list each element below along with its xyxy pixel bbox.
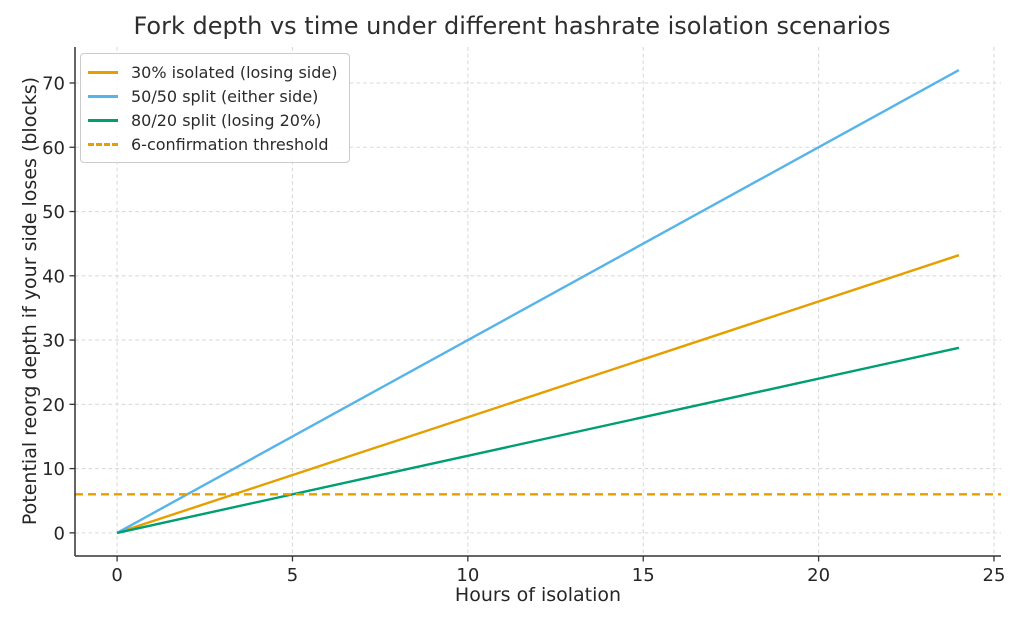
y-axis-label: Potential reorg depth if your side loses… — [19, 76, 41, 526]
y-tick-label: 50 — [42, 202, 65, 223]
x-tick-label: 20 — [807, 565, 830, 586]
y-tick-label: 20 — [42, 395, 65, 416]
legend-item-80-20-split-losing-20: 80/20 split (losing 20%) — [88, 108, 338, 132]
chart-title: Fork depth vs time under different hashr… — [133, 12, 891, 40]
series-line-30-isolated-losing-side — [116, 254, 960, 535]
x-tick-label: 15 — [632, 565, 655, 586]
series-line-80-20-split-losing-20 — [116, 346, 960, 535]
legend-item-6-confirmation-threshold: 6-confirmation threshold — [88, 132, 338, 156]
y-tick-label: 60 — [42, 138, 65, 159]
y-tick-label: 40 — [42, 266, 65, 287]
series-line-50-50-split-either-side — [116, 69, 960, 534]
legend-swatch — [88, 70, 118, 74]
legend-item-label: 6-confirmation threshold — [131, 134, 329, 154]
legend-item-label: 50/50 split (either side) — [131, 86, 319, 106]
legend-item-50-50-split-either-side: 50/50 split (either side) — [88, 84, 338, 108]
y-tick-label: 0 — [54, 523, 65, 544]
legend-swatch — [88, 142, 118, 146]
legend: 30% isolated (losing side) 50/50 split (e… — [80, 53, 350, 163]
y-tick-label: 70 — [42, 73, 65, 94]
legend-swatch — [88, 118, 118, 122]
x-tick-label: 0 — [111, 565, 122, 586]
legend-item-30-isolated-losing-side: 30% isolated (losing side) — [88, 60, 338, 84]
legend-item-label: 80/20 split (losing 20%) — [131, 110, 322, 130]
legend-item-label: 30% isolated (losing side) — [131, 62, 338, 82]
y-tick-label: 30 — [42, 331, 65, 352]
legend-swatch — [88, 94, 118, 98]
x-axis-label: Hours of isolation — [454, 584, 622, 606]
y-tick-label: 10 — [42, 459, 65, 480]
x-tick-label: 25 — [983, 565, 1006, 586]
x-tick-label: 5 — [287, 565, 298, 586]
x-tick-label: 10 — [456, 565, 479, 586]
